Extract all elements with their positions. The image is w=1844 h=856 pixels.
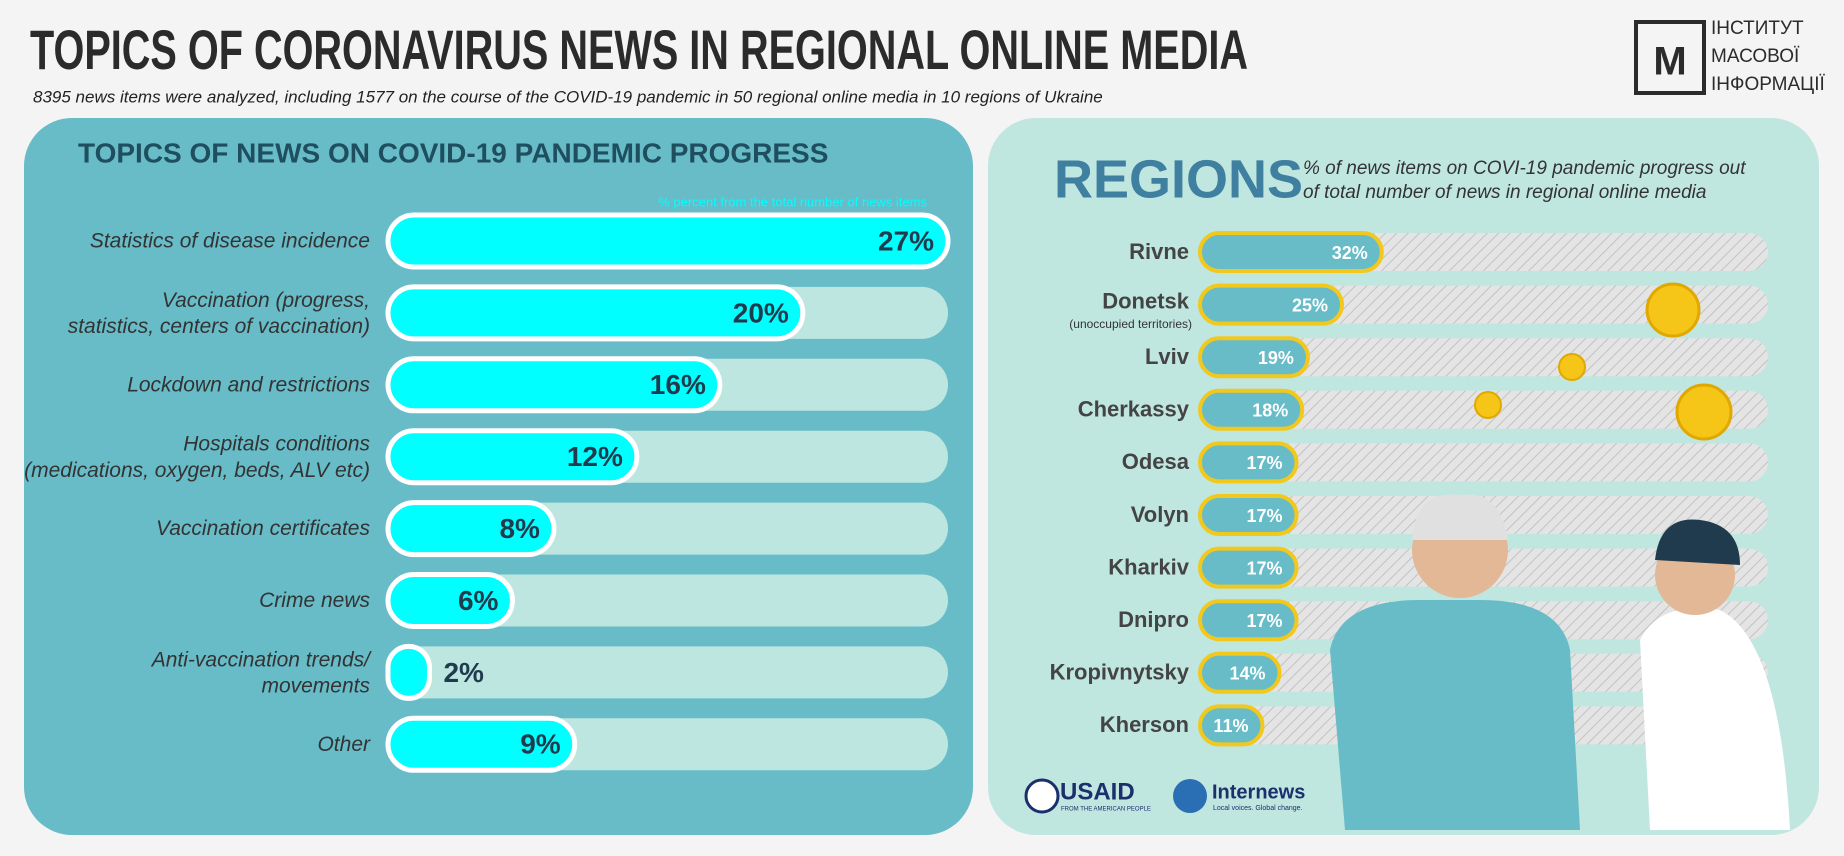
value-label: 11% xyxy=(1213,716,1248,736)
bar xyxy=(385,212,951,270)
logo-text: МАСОВОЇ xyxy=(1711,46,1800,67)
category-label: Dnipro xyxy=(1118,607,1189,632)
illustration xyxy=(1330,282,1790,830)
bar xyxy=(385,572,515,629)
category-label: Kherson xyxy=(1100,712,1189,737)
category-label: Vaccination (progress, statistics, center… xyxy=(68,288,370,337)
value-label: 9% xyxy=(520,729,561,760)
logos: USAID FROM THE AMERICAN PEOPLE Internews… xyxy=(1024,778,1305,814)
category-label: Donetsk xyxy=(1102,288,1190,313)
logo-text: ІНФОРМАЦІЇ xyxy=(1711,74,1826,95)
bar-track xyxy=(388,574,948,627)
bar xyxy=(385,428,640,486)
value-label: 27% xyxy=(878,225,934,256)
logo-internews: Internews xyxy=(1212,781,1305,803)
bar xyxy=(385,715,578,773)
value-label: 19% xyxy=(1258,348,1294,368)
category-label: Vaccination certificates xyxy=(156,517,370,540)
bar xyxy=(1198,231,1384,273)
value-label: 6% xyxy=(458,585,499,616)
bar xyxy=(385,356,723,414)
chart-subtitle: % of news items on COVI-19 pandemic prog… xyxy=(1303,158,1746,203)
value-label: 14% xyxy=(1229,664,1265,684)
value-label: 25% xyxy=(1292,295,1328,315)
category-label: Anti-vaccination trends/movements xyxy=(150,648,372,697)
category-label: Kharkiv xyxy=(1108,554,1189,579)
category-label: Odesa xyxy=(1122,449,1190,474)
logo-box xyxy=(1634,20,1706,95)
chart-title: TOPICS OF NEWS ON COVID-19 PANDEMIC PROG… xyxy=(78,137,828,168)
value-label: 2% xyxy=(443,657,484,688)
logo-text: ІНСТИТУТ xyxy=(1711,18,1804,39)
category-label: Lviv xyxy=(1145,344,1190,369)
value-label: 17% xyxy=(1247,453,1283,473)
value-label: 17% xyxy=(1247,558,1283,578)
bar-track xyxy=(1200,443,1768,482)
category-label: Kropivnytsky xyxy=(1050,660,1190,685)
value-label: 32% xyxy=(1332,243,1368,263)
page-title: TOPICS OF CORONAVIRUS NEWS IN REGIONAL O… xyxy=(30,18,1248,81)
logo-usaid-tagline: FROM THE AMERICAN PEOPLE xyxy=(1061,807,1151,813)
bar xyxy=(1198,599,1299,642)
bar xyxy=(1198,651,1282,694)
page-subtitle: 8395 news items were analyzed, including… xyxy=(33,87,1103,106)
value-label: 17% xyxy=(1247,611,1283,631)
chart-note: % percent from the total number of news … xyxy=(658,194,927,209)
value-label: 12% xyxy=(567,441,623,472)
bar xyxy=(1198,283,1344,326)
category-label: Statistics of disease incidence xyxy=(90,230,370,253)
value-label: 16% xyxy=(650,369,706,400)
bar xyxy=(385,284,806,342)
logo-internews-tagline: Local voices. Global change. xyxy=(1213,805,1303,812)
bar-track xyxy=(388,646,948,699)
chart-title: REGIONS xyxy=(1054,149,1303,209)
value-label: 18% xyxy=(1252,401,1288,421)
logo-mark: M xyxy=(1653,40,1686,84)
category-label: Cherkassy xyxy=(1078,397,1190,422)
bar xyxy=(1198,494,1299,536)
category-label: Rivne xyxy=(1129,239,1189,264)
value-label: 8% xyxy=(499,513,540,544)
logo-usaid: USAID xyxy=(1060,778,1135,805)
category-label: Other xyxy=(317,733,371,756)
category-note: (unoccupied territories) xyxy=(1069,317,1192,331)
category-label: Hospitals conditions (medications, oxygen… xyxy=(24,432,370,481)
category-label: Lockdown and restrictions xyxy=(127,373,370,396)
category-label: Volyn xyxy=(1131,502,1189,527)
bar-track xyxy=(1200,338,1768,377)
bar xyxy=(1198,546,1299,589)
category-label: Crime news xyxy=(259,589,370,612)
value-label: 20% xyxy=(733,297,789,328)
bar-track xyxy=(1200,285,1768,324)
value-label: 17% xyxy=(1247,506,1283,526)
bar xyxy=(1198,336,1310,379)
bar xyxy=(1198,388,1305,431)
bar xyxy=(385,643,432,701)
bar xyxy=(1198,441,1299,484)
bar xyxy=(385,500,557,558)
bar xyxy=(1198,704,1265,747)
